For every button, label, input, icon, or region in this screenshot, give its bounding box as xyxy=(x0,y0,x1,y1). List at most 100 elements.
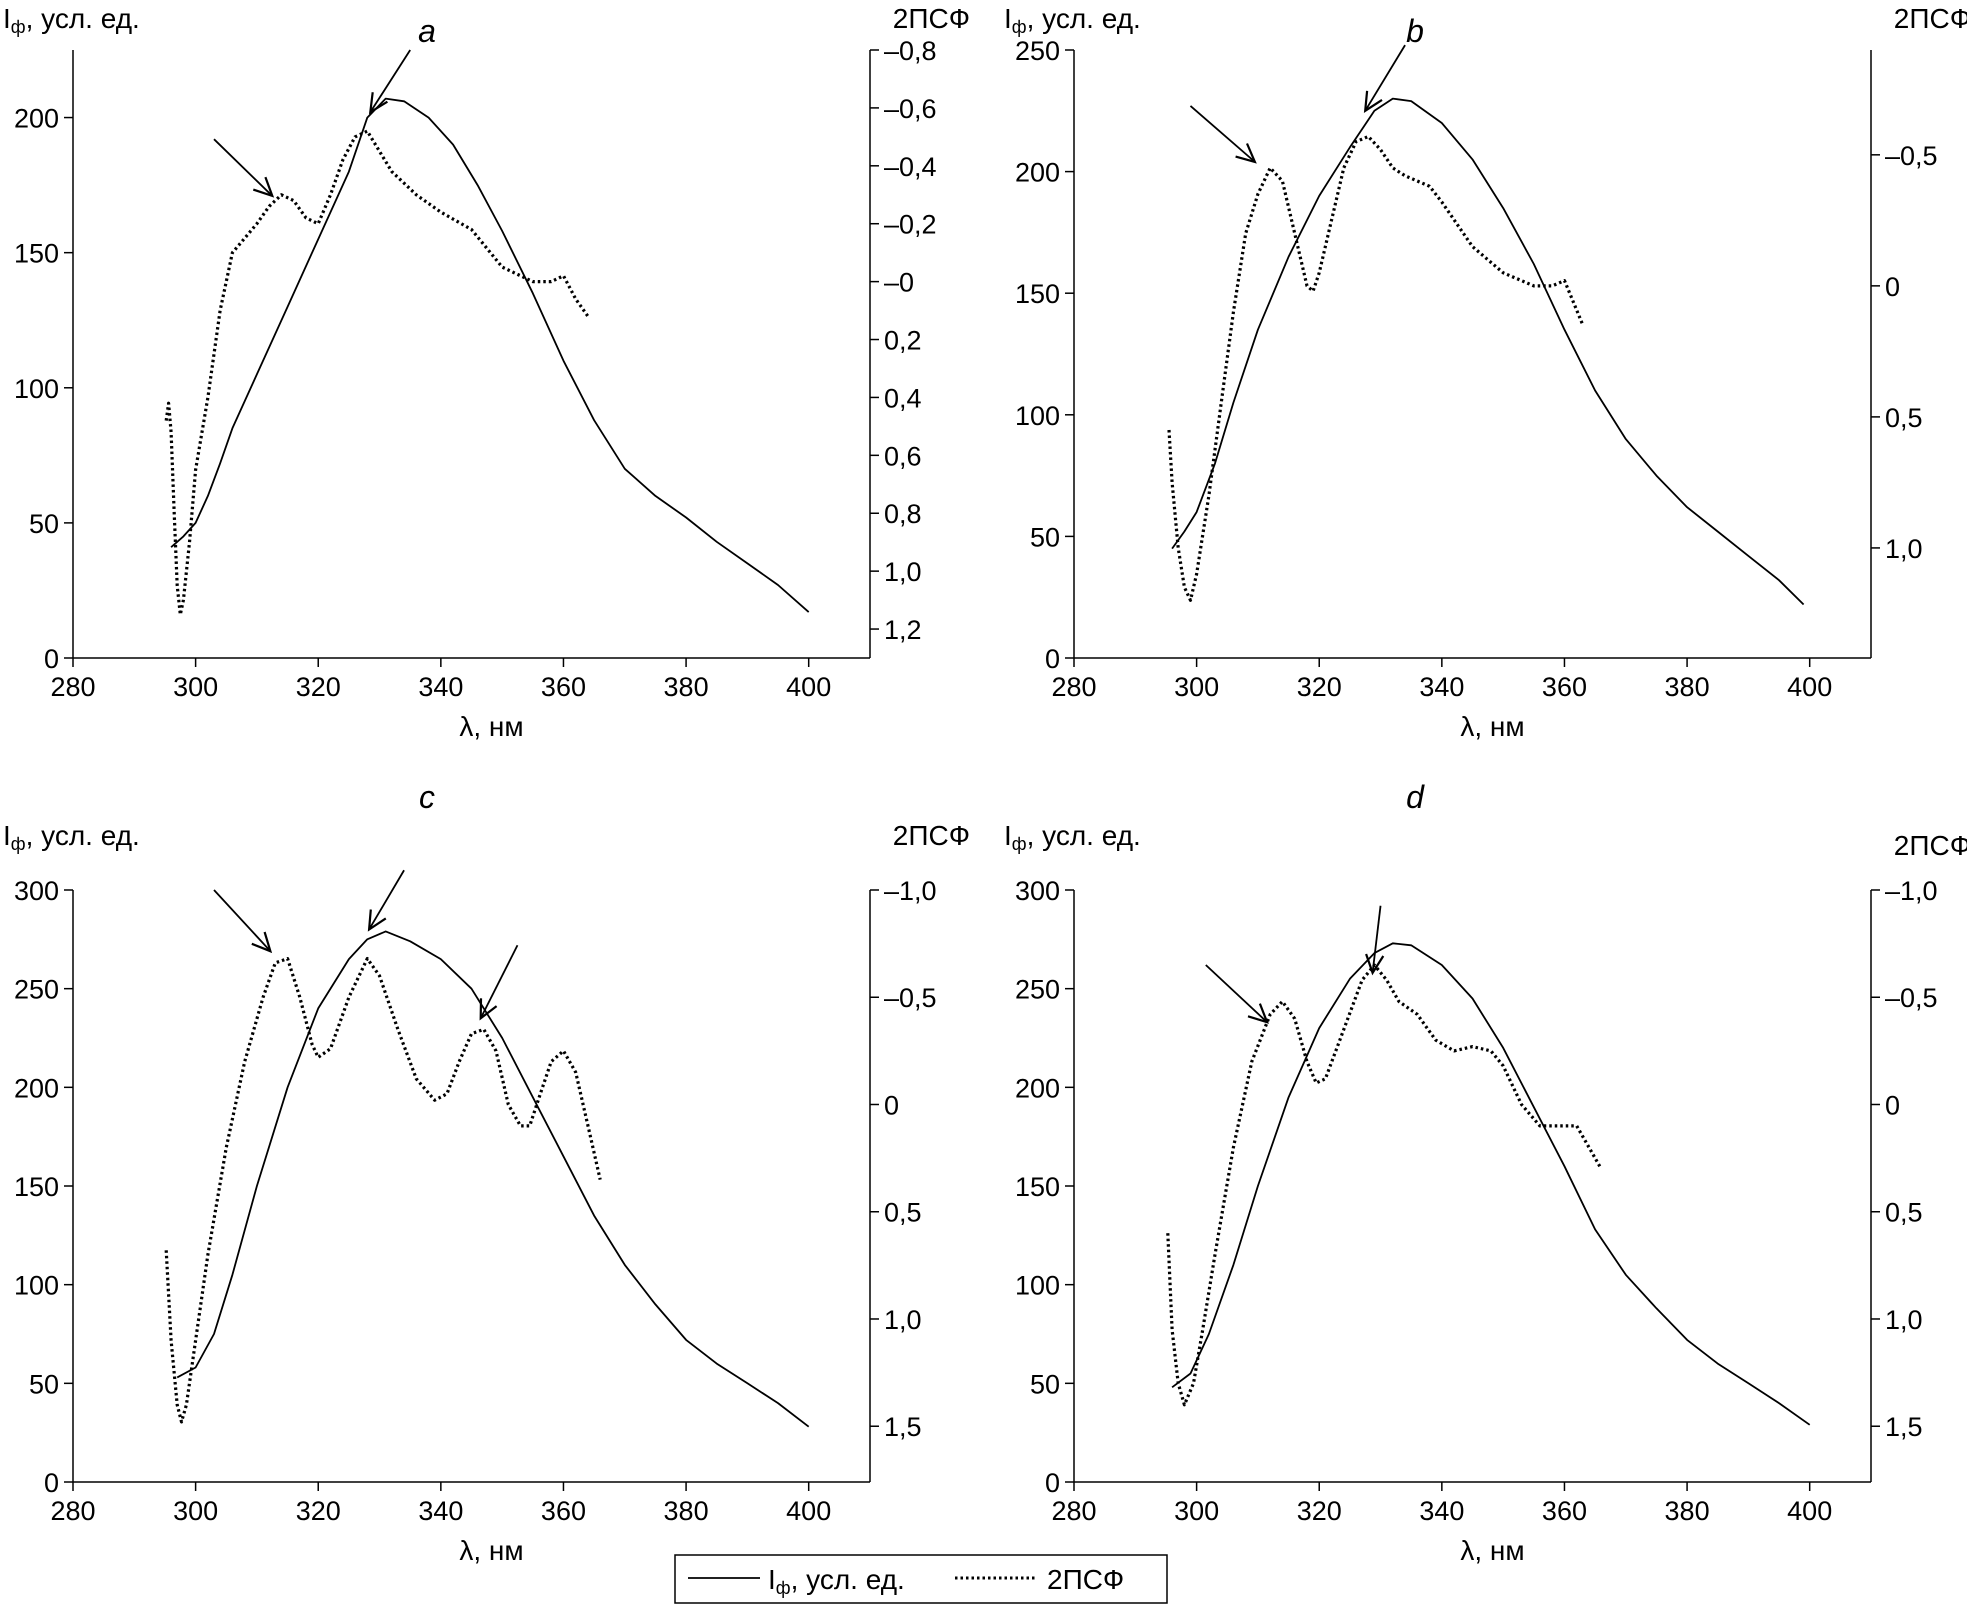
arrow-head xyxy=(1235,143,1257,164)
arrow-head xyxy=(479,998,498,1021)
x-tick-label: 380 xyxy=(1665,1496,1710,1526)
series-intensity-line xyxy=(1171,942,1811,1426)
annotation-arrow xyxy=(1365,905,1385,976)
arrow-shaft xyxy=(1371,905,1382,973)
panel-letter: b xyxy=(1406,13,1424,49)
y2-tick-label: 0,2 xyxy=(884,326,922,356)
panel-letter: c xyxy=(419,779,435,815)
x-tick-label: 360 xyxy=(541,1496,586,1526)
y-tick-label: 150 xyxy=(14,239,59,269)
panel-b: 280 300 320 340 360 380 400 0 50 100 150 200 250 –0,5… xyxy=(1004,3,1967,742)
y2-tick-label: 1,0 xyxy=(884,1305,922,1335)
legend: Iф, усл. ед. 2ПСФ xyxy=(674,1554,1168,1604)
annotation-arrow xyxy=(479,944,519,1021)
x-tick-label: 280 xyxy=(50,672,95,702)
y2-tick-label: 1,2 xyxy=(884,615,922,645)
x-tick-label: 340 xyxy=(1419,672,1464,702)
y-tick-label: 100 xyxy=(14,374,59,404)
y2-tick-label: 0,6 xyxy=(884,441,922,471)
arrow-shaft xyxy=(479,944,519,1019)
y-tick-label: 150 xyxy=(1015,1172,1060,1202)
y-tick-label: 150 xyxy=(14,1172,59,1202)
arrow-head xyxy=(252,176,275,198)
y2-tick-label: 0,4 xyxy=(884,383,922,413)
x-tick-label: 340 xyxy=(418,672,463,702)
legend-label-intensity: Iф, усл. ед. xyxy=(768,1564,905,1598)
x-tick-label: 400 xyxy=(1787,1496,1832,1526)
y2-tick-label: –0,6 xyxy=(884,94,937,124)
y2-tick-label: –0 xyxy=(884,268,914,298)
x-tick-label: 320 xyxy=(296,1496,341,1526)
y-tick-label: 300 xyxy=(14,876,59,906)
y2-tick-label: 0 xyxy=(1885,1090,1900,1120)
y-tick-label: 200 xyxy=(1015,1073,1060,1103)
y2-tick-label: –1,0 xyxy=(1885,876,1938,906)
arrow-shaft xyxy=(1364,44,1406,112)
x-tick-label: 300 xyxy=(173,1496,218,1526)
arrow-head xyxy=(368,92,388,115)
series-2psf-line xyxy=(1167,134,1585,602)
y2-tick-label: 0 xyxy=(884,1090,899,1120)
arrow-head xyxy=(1365,953,1385,976)
arrow-head xyxy=(367,909,387,932)
annotation-arrow xyxy=(1205,964,1269,1024)
x-tick-label: 380 xyxy=(664,672,709,702)
y-tick-label: 100 xyxy=(14,1271,59,1301)
y-tick-label: 150 xyxy=(1015,279,1060,309)
arrow-head xyxy=(1247,1003,1269,1024)
panel-letter: a xyxy=(418,13,436,49)
y2-axis-label: 2ПСФ xyxy=(893,820,970,851)
x-tick-label: 400 xyxy=(786,1496,831,1526)
series-intensity-line xyxy=(1171,97,1805,606)
y2-tick-label: –0,8 xyxy=(884,36,937,66)
x-tick-label: 300 xyxy=(1174,1496,1219,1526)
y-tick-label: 250 xyxy=(1015,975,1060,1005)
y2-tick-label: –0,5 xyxy=(1885,141,1938,171)
x-axis-label: λ, нм xyxy=(1460,1535,1524,1566)
series-intensity-line xyxy=(170,97,810,613)
y-tick-label: 250 xyxy=(14,975,59,1005)
x-tick-label: 300 xyxy=(173,672,218,702)
arrow-shaft xyxy=(1189,105,1256,163)
panel-d: 280 300 320 340 360 380 400 0 50 100 150 200 250 300 –… xyxy=(1004,779,1967,1566)
x-tick-label: 380 xyxy=(1665,672,1710,702)
y2-tick-label: 1,0 xyxy=(884,557,922,587)
y2-tick-label: –0,5 xyxy=(1885,983,1938,1013)
legend-label-2psf: 2ПСФ xyxy=(1047,1564,1124,1595)
y-tick-label: 0 xyxy=(44,644,59,674)
panel-letter: d xyxy=(1406,779,1425,815)
y-tick-label: 0 xyxy=(1045,644,1060,674)
y-tick-label: 50 xyxy=(1030,1369,1060,1399)
panel-a: 280 300 320 340 360 380 400 0 50 100 150 200 –0,8 –0,… xyxy=(3,3,970,742)
arrow-shaft xyxy=(368,869,405,930)
y2-axis-label: 2ПСФ xyxy=(1894,830,1967,861)
y-tick-label: 300 xyxy=(1015,876,1060,906)
y2-axis-label: 2ПСФ xyxy=(1894,3,1967,34)
x-axis-label: λ, нм xyxy=(1460,711,1524,742)
x-tick-label: 360 xyxy=(1542,672,1587,702)
x-tick-label: 280 xyxy=(1051,1496,1096,1526)
y-axis-label: Iф, усл. ед. xyxy=(3,820,140,854)
x-tick-label: 280 xyxy=(50,1496,95,1526)
x-tick-label: 400 xyxy=(1787,672,1832,702)
y2-tick-label: 0,5 xyxy=(1885,1198,1923,1228)
arrow-shaft xyxy=(213,889,272,952)
y-axis-label: Iф, усл. ед. xyxy=(3,3,140,37)
annotation-arrow xyxy=(213,889,273,954)
y2-tick-label: 0,5 xyxy=(1885,403,1923,433)
y-tick-label: 50 xyxy=(29,509,59,539)
y2-axis-label: 2ПСФ xyxy=(893,3,970,34)
annotation-arrow xyxy=(368,49,411,115)
y2-tick-label: 0,5 xyxy=(884,1198,922,1228)
x-tick-label: 380 xyxy=(664,1496,709,1526)
y-tick-label: 200 xyxy=(14,104,59,134)
annotation-arrow xyxy=(1363,44,1406,113)
y2-tick-label: 0 xyxy=(1885,272,1900,302)
y2-tick-label: –0,4 xyxy=(884,152,937,182)
legend-box xyxy=(674,1554,1168,1604)
annotation-arrow xyxy=(367,869,405,932)
y-tick-label: 200 xyxy=(1015,158,1060,188)
x-tick-label: 340 xyxy=(418,1496,463,1526)
arrow-shaft xyxy=(213,138,273,197)
